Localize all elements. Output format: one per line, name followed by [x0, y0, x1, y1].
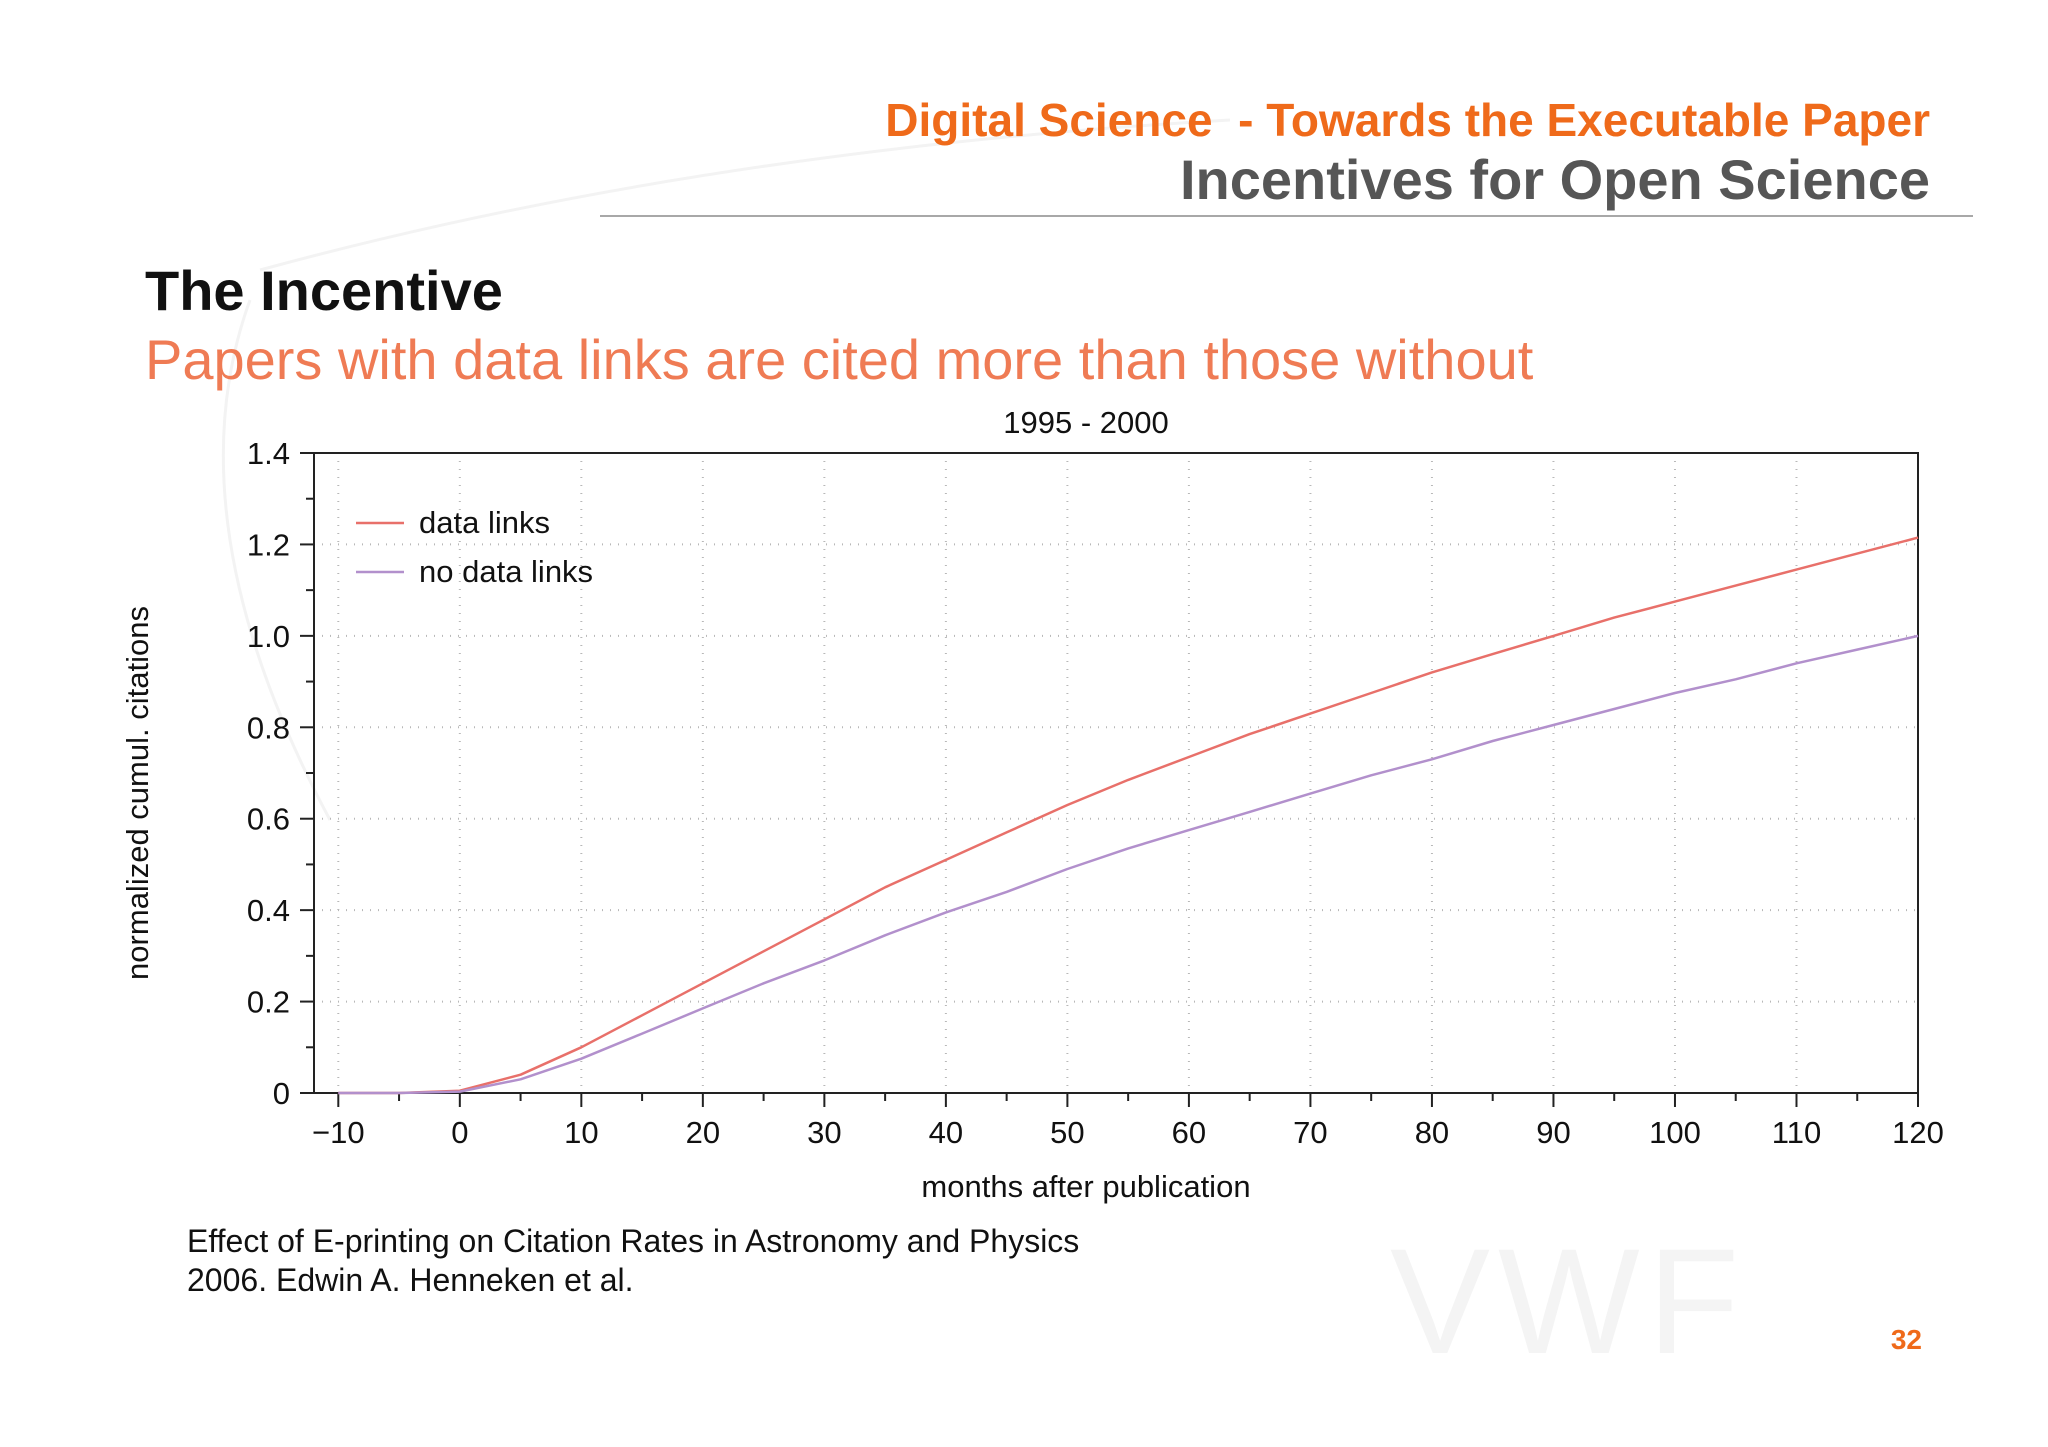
y-tick-label: 0.8 — [247, 710, 290, 745]
y-tick-label: 1.0 — [247, 619, 290, 654]
x-tick-label: 70 — [1293, 1115, 1327, 1150]
y-tick-label: 0.2 — [247, 985, 290, 1020]
x-tick-label: 0 — [451, 1115, 468, 1150]
source-caption: Effect of E-printing on Citation Rates i… — [187, 1222, 1079, 1300]
y-tick-label: 0.6 — [247, 802, 290, 837]
x-tick-label: 20 — [686, 1115, 720, 1150]
background-watermark-logo: VWF — [1390, 1217, 1748, 1385]
x-tick-label: 10 — [564, 1115, 598, 1150]
x-tick-label: 30 — [807, 1115, 841, 1150]
x-tick-label: 120 — [1892, 1115, 1944, 1150]
series-line — [338, 536, 1919, 1095]
slide-heading: The Incentive — [145, 259, 503, 322]
page-number: 32 — [1890, 1324, 1922, 1355]
y-tick-label: 0 — [273, 1076, 290, 1111]
section-title: Incentives for Open Science — [1179, 148, 1930, 211]
chart-title: 1995 - 2000 — [1003, 405, 1168, 440]
y-tick-label: 1.4 — [247, 436, 290, 471]
presentation-title: Digital Science - Towards the Executable… — [885, 94, 1930, 146]
y-tick-label: 1.2 — [247, 527, 290, 562]
series-line — [338, 634, 1919, 1095]
slide-subheading: Papers with data links are cited more th… — [145, 328, 1534, 391]
x-tick-label: 60 — [1172, 1115, 1206, 1150]
x-tick-label: 90 — [1536, 1115, 1570, 1150]
y-axis-label: normalized cumul. citations — [120, 606, 155, 980]
x-tick-label: 100 — [1649, 1115, 1701, 1150]
legend-label: data links — [419, 505, 550, 540]
x-axis-label: months after publication — [921, 1169, 1250, 1204]
x-tick-label: 50 — [1050, 1115, 1084, 1150]
x-tick-label: 80 — [1415, 1115, 1449, 1150]
header-divider — [600, 215, 1973, 217]
x-tick-label: 40 — [929, 1115, 963, 1150]
y-tick-label: 0.4 — [247, 893, 290, 928]
plot-frame — [313, 452, 1919, 1094]
x-tick-label: 110 — [1772, 1115, 1821, 1150]
x-tick-label: −10 — [312, 1115, 365, 1150]
caption-line-1: Effect of E-printing on Citation Rates i… — [187, 1223, 1080, 1259]
legend-label: no data links — [419, 554, 593, 589]
caption-line-2: 2006. Edwin A. Henneken et al. — [187, 1262, 634, 1298]
